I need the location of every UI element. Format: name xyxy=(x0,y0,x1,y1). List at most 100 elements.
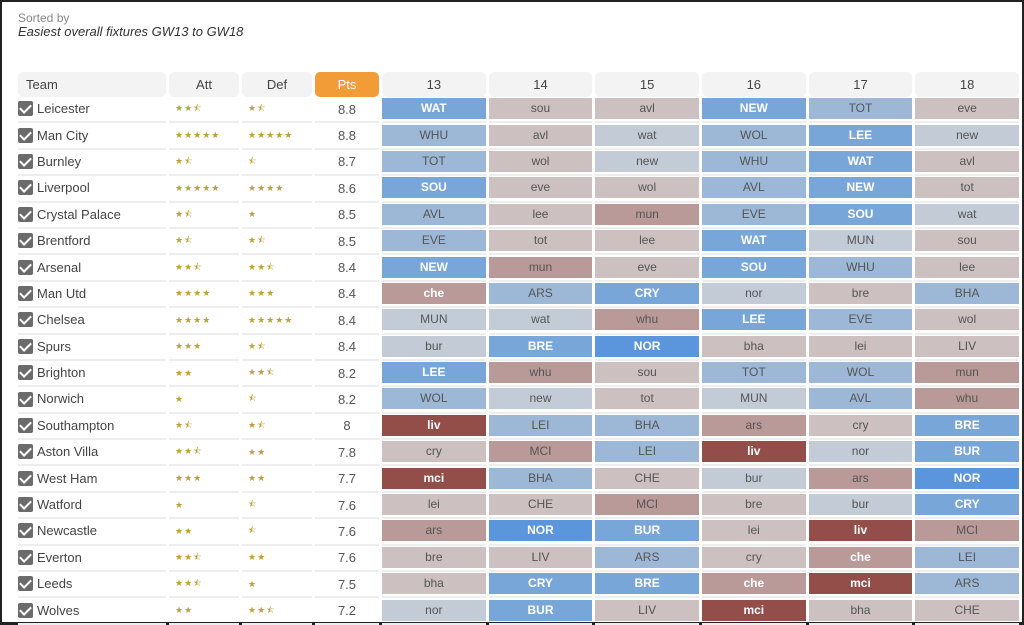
fixture-badge[interactable]: CHE xyxy=(915,599,1019,621)
fixture-badge[interactable]: BRE xyxy=(915,414,1019,436)
fixture-badge[interactable]: wol xyxy=(488,150,593,172)
column-header-gw17[interactable]: 17 xyxy=(808,72,913,97)
fixture-badge[interactable]: LEI xyxy=(915,546,1019,568)
fixture-badge[interactable]: LEE xyxy=(808,124,913,146)
team-checkbox[interactable] xyxy=(18,365,33,381)
fixture-badge[interactable]: sou xyxy=(915,230,1019,252)
fixture-badge[interactable]: ars xyxy=(701,414,806,436)
fixture-badge[interactable]: LEI xyxy=(595,441,699,463)
fixture-badge[interactable]: lee xyxy=(488,203,593,225)
team-checkbox[interactable] xyxy=(18,470,33,486)
fixture-badge[interactable]: wat xyxy=(595,124,699,146)
team-checkbox[interactable] xyxy=(18,497,33,513)
fixture-badge[interactable]: bur xyxy=(808,494,913,516)
fixture-badge[interactable]: bha xyxy=(382,573,486,595)
column-header-gw13[interactable]: 13 xyxy=(382,72,486,97)
fixture-badge[interactable]: eve xyxy=(595,256,699,278)
fixture-badge[interactable]: SOU xyxy=(808,203,913,225)
fixture-badge[interactable]: NOR xyxy=(488,520,593,542)
fixture-badge[interactable]: WAT xyxy=(808,150,913,172)
fixture-badge[interactable]: LIV xyxy=(915,335,1019,357)
team-checkbox[interactable] xyxy=(18,417,33,433)
fixture-badge[interactable]: nor xyxy=(808,441,913,463)
fixture-badge[interactable]: CHE xyxy=(488,494,593,516)
team-checkbox[interactable] xyxy=(18,602,33,618)
fixture-badge[interactable]: bur xyxy=(701,467,806,489)
fixture-badge[interactable]: WOL xyxy=(382,388,486,410)
team-checkbox[interactable] xyxy=(18,576,33,592)
fixture-badge[interactable]: che xyxy=(701,573,806,595)
fixture-badge[interactable]: bre xyxy=(808,282,913,304)
column-header-gw15[interactable]: 15 xyxy=(595,72,699,97)
fixture-badge[interactable]: NEW xyxy=(808,177,913,199)
fixture-badge[interactable]: tot xyxy=(915,177,1019,199)
fixture-badge[interactable]: avl xyxy=(595,98,699,120)
team-checkbox[interactable] xyxy=(18,549,33,565)
fixture-badge[interactable]: mci xyxy=(808,573,913,595)
fixture-badge[interactable]: whu xyxy=(915,388,1019,410)
fixture-badge[interactable]: TOT xyxy=(382,150,486,172)
team-checkbox[interactable] xyxy=(18,180,33,196)
fixture-badge[interactable]: MCI xyxy=(915,520,1019,542)
team-checkbox[interactable] xyxy=(18,154,33,169)
fixture-badge[interactable]: MUN xyxy=(382,309,486,331)
fixture-badge[interactable]: BRE xyxy=(488,335,593,357)
fixture-badge[interactable]: mun xyxy=(915,362,1019,384)
fixture-badge[interactable]: EVE xyxy=(808,309,913,331)
fixture-badge[interactable]: new xyxy=(595,150,699,172)
fixture-badge[interactable]: NEW xyxy=(701,98,806,120)
fixture-badge[interactable]: eve xyxy=(915,98,1019,120)
fixture-badge[interactable]: new xyxy=(488,388,593,410)
fixture-badge[interactable]: mun xyxy=(488,256,593,278)
fixture-badge[interactable]: WHU xyxy=(382,124,486,146)
fixture-badge[interactable]: EVE xyxy=(382,230,486,252)
fixture-badge[interactable]: lee xyxy=(915,256,1019,278)
fixture-badge[interactable]: MCI xyxy=(488,441,593,463)
fixture-badge[interactable]: ars xyxy=(382,520,486,542)
fixture-badge[interactable]: SOU xyxy=(701,256,806,278)
fixture-badge[interactable]: sou xyxy=(488,98,593,120)
fixture-badge[interactable]: WAT xyxy=(382,98,486,120)
fixture-badge[interactable]: BUR xyxy=(915,441,1019,463)
fixture-badge[interactable]: CRY xyxy=(595,282,699,304)
fixture-badge[interactable]: che xyxy=(382,282,486,304)
team-checkbox[interactable] xyxy=(18,312,33,328)
team-checkbox[interactable] xyxy=(18,285,33,301)
fixture-badge[interactable]: eve xyxy=(488,177,593,199)
fixture-badge[interactable]: ARS xyxy=(595,546,699,568)
team-checkbox[interactable] xyxy=(18,338,33,354)
team-checkbox[interactable] xyxy=(18,523,33,539)
fixture-badge[interactable]: cry xyxy=(808,414,913,436)
fixture-badge[interactable]: LIV xyxy=(595,599,699,621)
fixture-badge[interactable]: LEI xyxy=(488,414,593,436)
fixture-badge[interactable]: bha xyxy=(808,599,913,621)
column-header-def[interactable]: Def xyxy=(242,72,312,97)
fixture-badge[interactable]: ARS xyxy=(488,282,593,304)
team-checkbox[interactable] xyxy=(18,233,33,249)
fixture-badge[interactable]: liv xyxy=(382,414,486,436)
fixture-badge[interactable]: CHE xyxy=(595,467,699,489)
fixture-badge[interactable]: BUR xyxy=(488,599,593,621)
fixture-badge[interactable]: lee xyxy=(595,230,699,252)
fixture-badge[interactable]: MCI xyxy=(595,494,699,516)
fixture-badge[interactable]: wat xyxy=(915,203,1019,225)
fixture-badge[interactable]: tot xyxy=(488,230,593,252)
fixture-badge[interactable]: ars xyxy=(808,467,913,489)
column-header-pts[interactable]: Pts xyxy=(315,72,379,97)
fixture-badge[interactable]: sou xyxy=(595,362,699,384)
fixture-badge[interactable]: bur xyxy=(382,335,486,357)
fixture-badge[interactable]: whu xyxy=(488,362,593,384)
fixture-badge[interactable]: new xyxy=(915,124,1019,146)
fixture-badge[interactable]: MUN xyxy=(701,388,806,410)
fixture-badge[interactable]: che xyxy=(808,546,913,568)
fixture-badge[interactable]: MUN xyxy=(808,230,913,252)
team-checkbox[interactable] xyxy=(18,101,33,117)
fixture-badge[interactable]: WOL xyxy=(701,124,806,146)
fixture-badge[interactable]: liv xyxy=(701,441,806,463)
fixture-badge[interactable]: cry xyxy=(382,441,486,463)
column-header-gw16[interactable]: 16 xyxy=(701,72,806,97)
team-checkbox[interactable] xyxy=(18,206,33,222)
fixture-badge[interactable]: AVL xyxy=(701,177,806,199)
fixture-badge[interactable]: ARS xyxy=(915,573,1019,595)
fixture-badge[interactable]: TOT xyxy=(701,362,806,384)
